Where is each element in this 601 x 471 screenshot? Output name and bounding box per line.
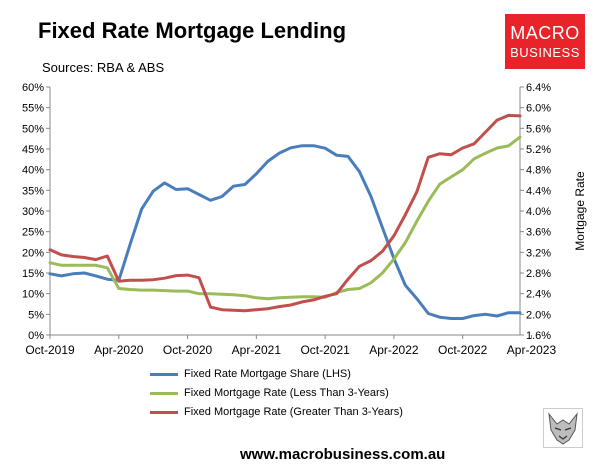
x-tick-label: Oct-2019: [25, 343, 75, 357]
legend-label-share: Fixed Rate Mortgage Share (LHS): [184, 368, 351, 380]
legend-label-long-rate: Fixed Mortgage Rate (Greater Than 3-Year…: [184, 406, 403, 418]
legend-label-short-rate: Fixed Mortgage Rate (Less Than 3-Years): [184, 387, 389, 399]
y-left-tick-label: 45%: [22, 144, 44, 156]
y-left-tick-label: 15%: [22, 268, 44, 280]
source-note: Sources: RBA & ABS: [42, 60, 165, 75]
y-right-tick-label: 3.6%: [526, 227, 551, 239]
brand-logo: MACRO BUSINESS: [505, 14, 585, 69]
fixed-rate-chart: 0% 5% 10% 15% 20% 25% 30% 35% 40% 45% 50% 55% 60% 1.6…: [22, 82, 587, 357]
page-title: Fixed Rate Mortgage Lending: [38, 18, 347, 43]
x-tick-label: Oct-2020: [163, 343, 213, 357]
y-right-tick-label: 4.8%: [526, 165, 551, 177]
y-left-tick-label: 25%: [22, 227, 44, 239]
wolf-mascot-icon: [543, 408, 583, 448]
y-right-tick-label: 5.2%: [526, 144, 551, 156]
x-tick-label: Apr-2022: [369, 343, 419, 357]
x-tick-label: Apr-2023: [507, 343, 557, 357]
x-tick-label: Apr-2021: [232, 343, 282, 357]
y-right-tick-label: 1.6%: [526, 330, 551, 342]
legend-item-long-rate: Fixed Mortgage Rate (Greater Than 3-Year…: [150, 404, 403, 420]
x-tick-label: Apr-2020: [94, 343, 144, 357]
y-right-tick-label: 4.0%: [526, 206, 551, 218]
chart-legend: Fixed Rate Mortgage Share (LHS) Fixed Mo…: [150, 366, 403, 423]
y-right-tick-label: 2.0%: [526, 309, 551, 321]
legend-item-share: Fixed Rate Mortgage Share (LHS): [150, 366, 403, 382]
x-tick-label: Oct-2022: [438, 343, 488, 357]
y-left-tick-label: 40%: [22, 165, 44, 177]
y-left-tick-label: 10%: [22, 289, 44, 301]
logo-line-business: BUSINESS: [510, 45, 580, 60]
y-right-tick-label: 5.6%: [526, 123, 551, 135]
logo-line-macro: MACRO: [510, 23, 580, 43]
x-tick-label: Oct-2021: [300, 343, 350, 357]
legend-swatch-share: [150, 372, 178, 376]
y-left-tick-label: 20%: [22, 247, 44, 259]
legend-swatch-long-rate: [150, 410, 178, 414]
website-url: www.macrobusiness.com.au: [240, 446, 446, 463]
series-line-1: [48, 135, 522, 301]
y-right-tick-label: 3.2%: [526, 247, 551, 259]
y-left-tick-label: 30%: [22, 206, 44, 218]
y-left-tick-label: 5%: [28, 309, 44, 321]
y-left-tick-label: 55%: [22, 103, 44, 115]
series-line-2: [48, 113, 522, 313]
series-line-0: [48, 144, 522, 320]
y-right-tick-label: 4.4%: [526, 185, 551, 197]
y-right-tick-label: 2.8%: [526, 268, 551, 280]
y-right-tick-label: 6.0%: [526, 103, 551, 115]
y-left-tick-label: 35%: [22, 185, 44, 197]
y-left-tick-label: 50%: [22, 123, 44, 135]
y-right-axis-title: Mortgage Rate: [573, 171, 587, 251]
y-left-tick-label: 0%: [28, 330, 44, 342]
y-right-tick-label: 2.4%: [526, 289, 551, 301]
legend-item-short-rate: Fixed Mortgage Rate (Less Than 3-Years): [150, 385, 403, 401]
y-right-tick-label: 6.4%: [526, 82, 551, 94]
y-left-tick-label: 60%: [22, 82, 44, 94]
legend-swatch-short-rate: [150, 391, 178, 395]
